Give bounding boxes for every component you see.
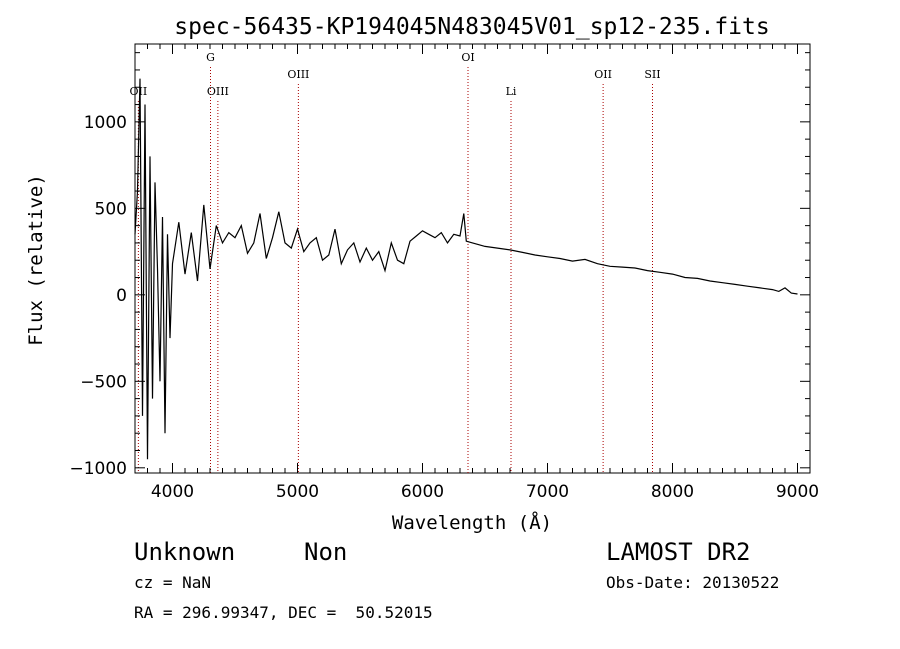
y-tick-label-3: 500 [95,199,127,219]
y-tick-label-1: −500 [80,372,127,392]
y-tick-label-2: 0 [116,286,127,306]
emission-lines: OII G OIII OIII OI Li OII SII [130,51,661,473]
coordinates-label: RA = 296.99347, DEC = 50.52015 [134,603,433,622]
axis-ticks: 4000 5000 6000 7000 8000 9000 −1000 −500 0 500 100… [69,44,819,502]
plot-frame [134,43,811,474]
x-tick-label-3: 7000 [526,482,569,502]
series-layer [134,78,798,460]
line-label-5: Li [506,85,517,98]
redshift-label: cz = NaN [134,573,212,592]
line-label-4: OI [461,51,474,64]
y-axis-label: Flux (relative) [25,174,47,346]
line-label-2: OIII [207,85,229,98]
line-label-6: OII [594,68,612,81]
series-line-0 [134,78,798,460]
x-tick-label-4: 8000 [651,482,694,502]
subclass-label: Non [304,538,348,566]
x-tick-label-0: 4000 [151,482,194,502]
line-label-3: OIII [287,68,309,81]
y-tick-label-4: 1000 [84,113,127,133]
line-label-7: SII [644,68,660,81]
line-label-1: G [206,51,215,64]
x-tick-label-5: 9000 [776,482,819,502]
line-label-0: OII [130,85,148,98]
class-label: Unknown [134,538,236,566]
x-axis-label: Wavelength (Å) [392,511,552,534]
chart-title: spec-56435-KP194045N483045V01_sp12-235.f… [174,14,769,40]
x-tick-label-1: 5000 [276,482,319,502]
y-tick-label-0: −1000 [69,459,127,479]
x-tick-label-2: 6000 [401,482,444,502]
survey-label: LAMOST DR2 [606,538,751,566]
obs-date-label: Obs-Date: 20130522 [606,573,780,592]
